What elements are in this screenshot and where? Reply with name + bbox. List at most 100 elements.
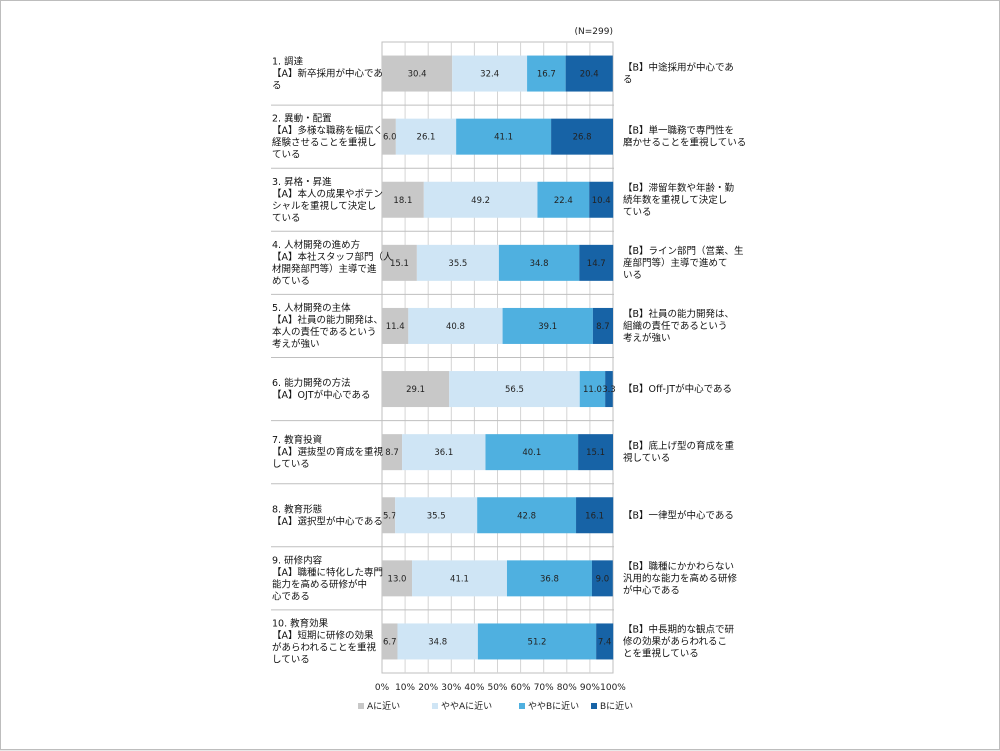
row-label-a: している [272,459,310,470]
row-label-b: 考えが強い [623,332,671,344]
row-label-a: シャルを重視して決定し [272,200,376,212]
bar-segment-2 [395,497,478,534]
row-label-a: 1. 調達 [272,56,304,68]
x-tick-label: 80% [557,683,577,693]
data-label: 56.5 [505,385,524,395]
row-label-a: 心である [272,591,310,602]
data-label: 7.4 [598,637,612,647]
bar-segment-4 [578,434,613,471]
data-label: 41.1 [494,133,513,143]
row-label-b: 汎用的な能力を高める研修 [623,572,738,584]
data-label: 16.1 [585,511,604,521]
data-label: 11.0 [583,385,602,395]
row-label-a: る [272,81,282,92]
bar-segment-4 [592,307,613,344]
row-label-a: があらわれることを重視 [272,641,377,653]
row-label-a: 経験させることを重視し [272,137,377,149]
data-label: 49.2 [471,196,490,206]
data-label: 22.4 [554,196,573,206]
bar-segment-1 [382,118,396,155]
legend-swatch [591,703,597,709]
data-label: 35.5 [427,511,446,521]
legend-swatch [519,703,525,709]
row-label-a: 本人の責任であるという [272,326,376,338]
bar-segment-4 [596,623,614,660]
bar-segment-4 [565,55,613,92]
row-label-a: 5. 人材開発の主体 [272,302,351,314]
row-label-a: 9. 研修内容 [272,554,323,566]
row-label-a: 【A】選択型が中心である [272,515,383,527]
row-label-b: 【B】中途採用が中心であ [623,62,734,74]
x-tick-label: 20% [418,683,438,693]
bar-segment-3 [477,497,577,534]
legend-label: ややAに近い [441,700,492,712]
data-label: 41.1 [450,574,469,584]
x-tick-label: 50% [487,683,507,693]
bar-segment-1 [382,307,409,344]
row-label-b: る [623,75,633,86]
row-label-a: 8. 教育形態 [272,503,322,515]
data-label: 26.1 [417,133,436,143]
row-label-b: 続年数を重視して決定し [623,194,727,206]
row-label-b: とを重視している [623,647,699,659]
bar-segment-3 [537,181,590,218]
row-label-a: 【A】職種に特化した専門 [272,566,383,578]
row-label-b: 【B】職種にかかわらない [623,561,734,572]
row-label-b: 【B】ライン部門（営業、生 [623,245,744,257]
x-tick-label: 90% [580,683,600,693]
bar-segment-2 [408,307,503,344]
data-label: 9.0 [596,574,610,584]
row-label-a: 4. 人材開発の進め方 [272,239,360,251]
row-label-b: ている [623,207,652,218]
data-label: 20.4 [580,70,599,80]
row-label-a: 【A】短期に研修の効果 [272,629,374,641]
data-label: 32.4 [480,70,499,80]
data-label: 13.0 [388,574,407,584]
data-label: 40.8 [446,322,465,332]
row-label-b: 修の効果があらわれるこ [623,635,727,647]
x-tick-label: 10% [395,683,415,693]
bar-segment-3 [579,371,606,408]
legend-label: ややBに近い [528,700,579,712]
bar-segment-3 [456,118,552,155]
bar-segment-3 [477,623,597,660]
row-label-b: 【B】中長期的な観点で研 [623,623,735,635]
x-tick-label: 100% [600,683,626,693]
data-label: 5.7 [383,511,397,521]
row-label-a: 【A】社員の能力開発は、 [272,314,383,326]
bar-segment-2 [397,623,478,660]
legend-swatch [432,703,438,709]
legend-swatch [358,703,364,709]
data-label: 36.8 [540,574,559,584]
data-label: 18.1 [393,196,412,206]
bar-segment-2 [412,560,507,597]
bar-segment-2 [395,118,457,155]
bar-segment-4 [591,560,613,597]
legend-label: Aに近い [367,700,400,712]
bar-segment-2 [449,371,580,408]
data-label: 51.2 [528,637,547,647]
data-label: 3.3 [602,385,616,395]
row-label-a: 10. 教育効果 [272,617,329,629]
bar-segment-2 [402,434,486,471]
row-label-a: 材開発部門等）主導で進 [272,263,377,275]
bar-segment-1 [382,244,417,281]
data-label: 6.7 [383,637,397,647]
row-label-b: 【B】一律型が中心である [623,509,734,521]
data-label: 8.7 [385,448,399,458]
bar-segment-4 [605,371,613,408]
bar-segment-1 [382,497,396,534]
bar-segment-4 [589,181,614,218]
bar-segment-4 [551,118,613,155]
row-label-a: 【A】本人の成果やポテン [272,188,383,200]
data-label: 34.8 [530,259,549,269]
row-label-b: 【B】滞留年数や年齢・勤 [623,182,734,194]
x-tick-label: 0% [375,683,390,693]
data-label: 10.4 [592,196,611,206]
bar-segment-1 [382,55,453,92]
bar-segment-3 [485,434,579,471]
row-label-b: が中心である [623,584,680,596]
bar-segment-1 [382,560,413,597]
row-label-a: 7. 教育投資 [272,434,322,446]
